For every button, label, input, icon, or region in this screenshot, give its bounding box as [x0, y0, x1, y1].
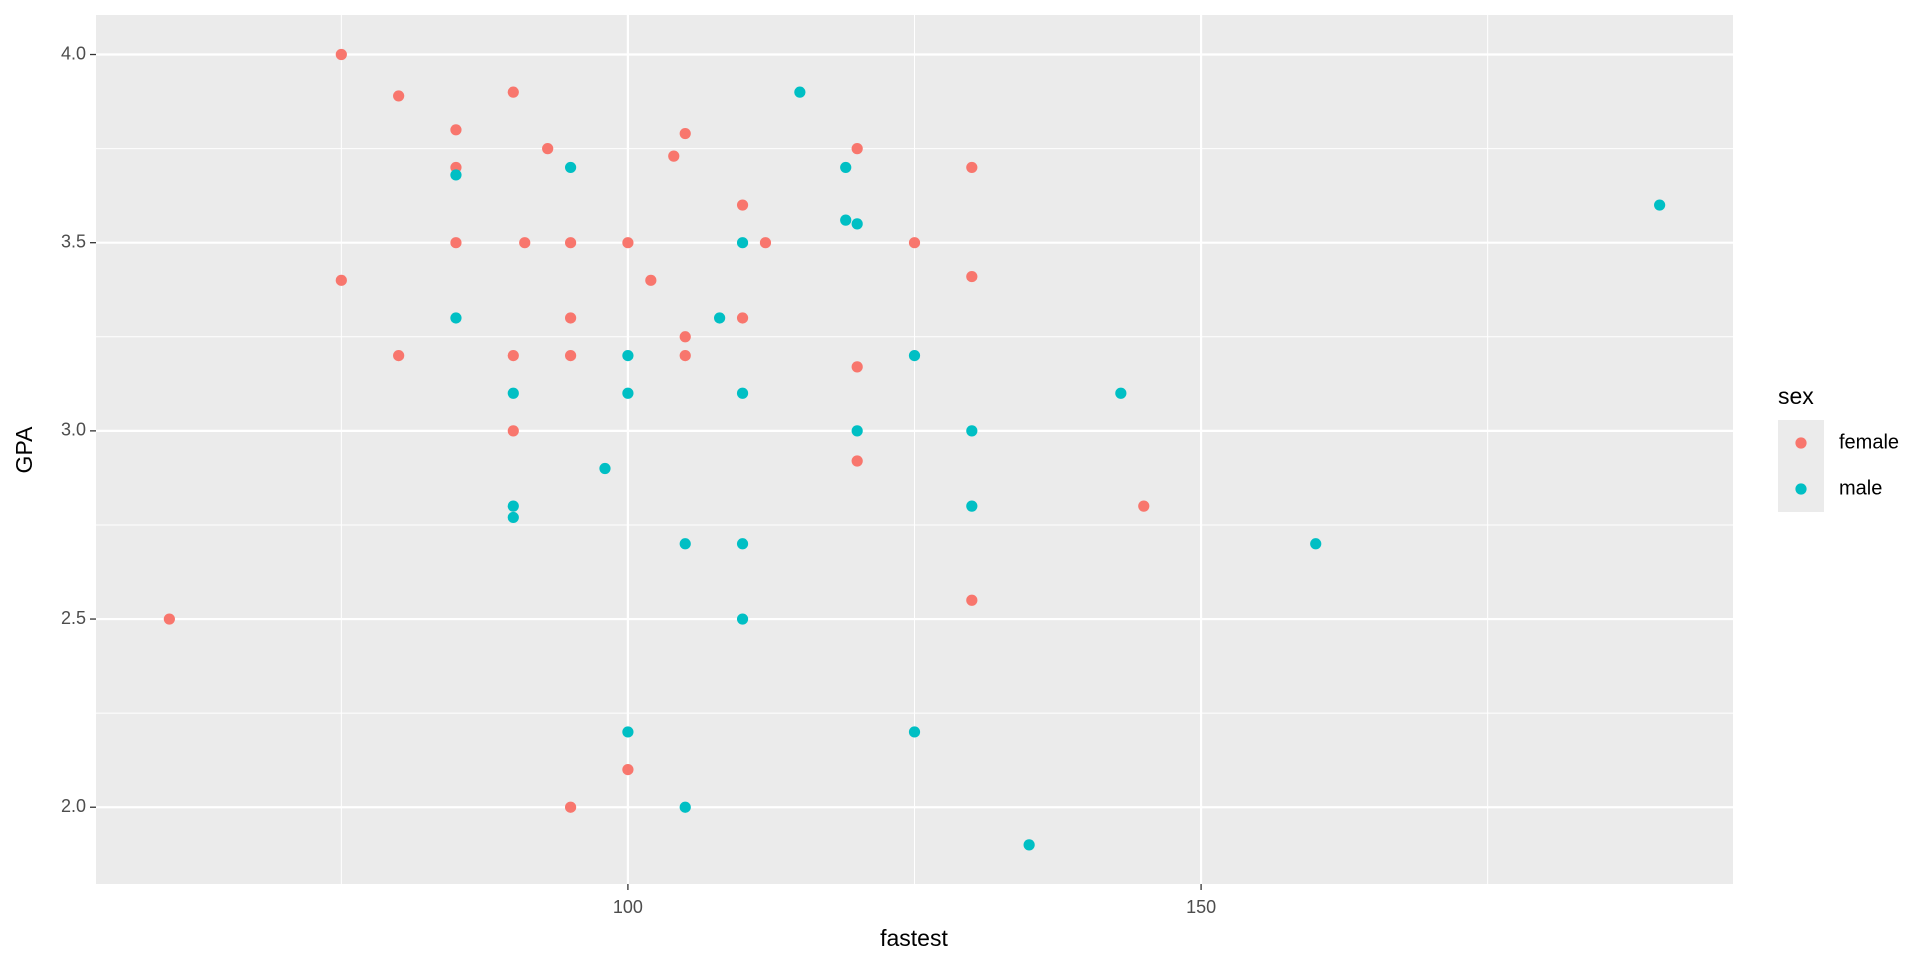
point	[851, 361, 863, 373]
point	[736, 237, 749, 249]
point	[679, 331, 691, 343]
y-tick-label: 3.0	[61, 420, 86, 440]
point	[714, 312, 726, 324]
point	[622, 349, 634, 362]
point	[393, 349, 405, 362]
point	[759, 237, 772, 249]
y-tick-label: 3.5	[61, 231, 86, 251]
point	[507, 86, 519, 98]
point	[507, 500, 519, 512]
point	[507, 425, 519, 437]
point	[908, 349, 921, 362]
point	[966, 161, 978, 174]
point	[519, 237, 531, 249]
point	[679, 801, 691, 813]
point	[622, 726, 634, 738]
point	[163, 613, 175, 625]
point	[393, 90, 405, 102]
legend-label: female	[1839, 431, 1899, 453]
point	[668, 150, 680, 162]
point	[507, 349, 519, 362]
point	[622, 763, 634, 776]
point	[450, 124, 462, 136]
point	[736, 199, 749, 211]
point	[645, 274, 657, 286]
y-tick-label: 2.5	[61, 608, 86, 628]
point	[335, 274, 347, 286]
point	[794, 86, 806, 98]
point	[564, 237, 577, 249]
point	[622, 237, 634, 249]
point	[851, 143, 863, 155]
point	[679, 127, 691, 140]
point	[1654, 199, 1666, 211]
point	[908, 237, 921, 249]
y-tick-label: 2.0	[61, 796, 86, 816]
point	[966, 594, 978, 606]
point	[736, 312, 749, 324]
point	[1115, 387, 1127, 399]
point	[564, 161, 577, 174]
point	[908, 726, 921, 738]
x-tick-label: 100	[613, 897, 643, 917]
point	[840, 161, 852, 174]
point	[966, 500, 978, 512]
point	[1138, 500, 1150, 512]
point	[1310, 538, 1322, 550]
point	[851, 425, 863, 437]
point	[840, 214, 852, 226]
legend-label: male	[1839, 477, 1882, 499]
point	[966, 270, 978, 283]
x-axis-title: fastest	[880, 925, 948, 951]
y-tick-label: 4.0	[61, 43, 86, 63]
point	[599, 462, 611, 475]
point	[1023, 839, 1035, 851]
point	[450, 312, 462, 324]
point	[335, 48, 347, 61]
point	[679, 349, 691, 362]
point	[736, 387, 749, 399]
point	[450, 237, 462, 249]
point	[564, 349, 577, 362]
point	[564, 312, 577, 324]
point	[851, 218, 863, 230]
point	[736, 538, 749, 550]
point	[966, 425, 978, 437]
point	[564, 801, 577, 813]
point	[622, 387, 634, 399]
point	[736, 613, 749, 625]
legend-marker	[1795, 437, 1807, 449]
point	[450, 169, 462, 181]
legend-title: sex	[1778, 383, 1814, 409]
point	[507, 511, 519, 524]
point	[679, 538, 691, 550]
point	[851, 455, 863, 467]
point	[507, 387, 519, 399]
x-tick-label: 150	[1186, 897, 1216, 917]
point	[542, 143, 554, 155]
legend-marker	[1795, 483, 1807, 495]
y-axis-title: GPA	[11, 426, 37, 474]
